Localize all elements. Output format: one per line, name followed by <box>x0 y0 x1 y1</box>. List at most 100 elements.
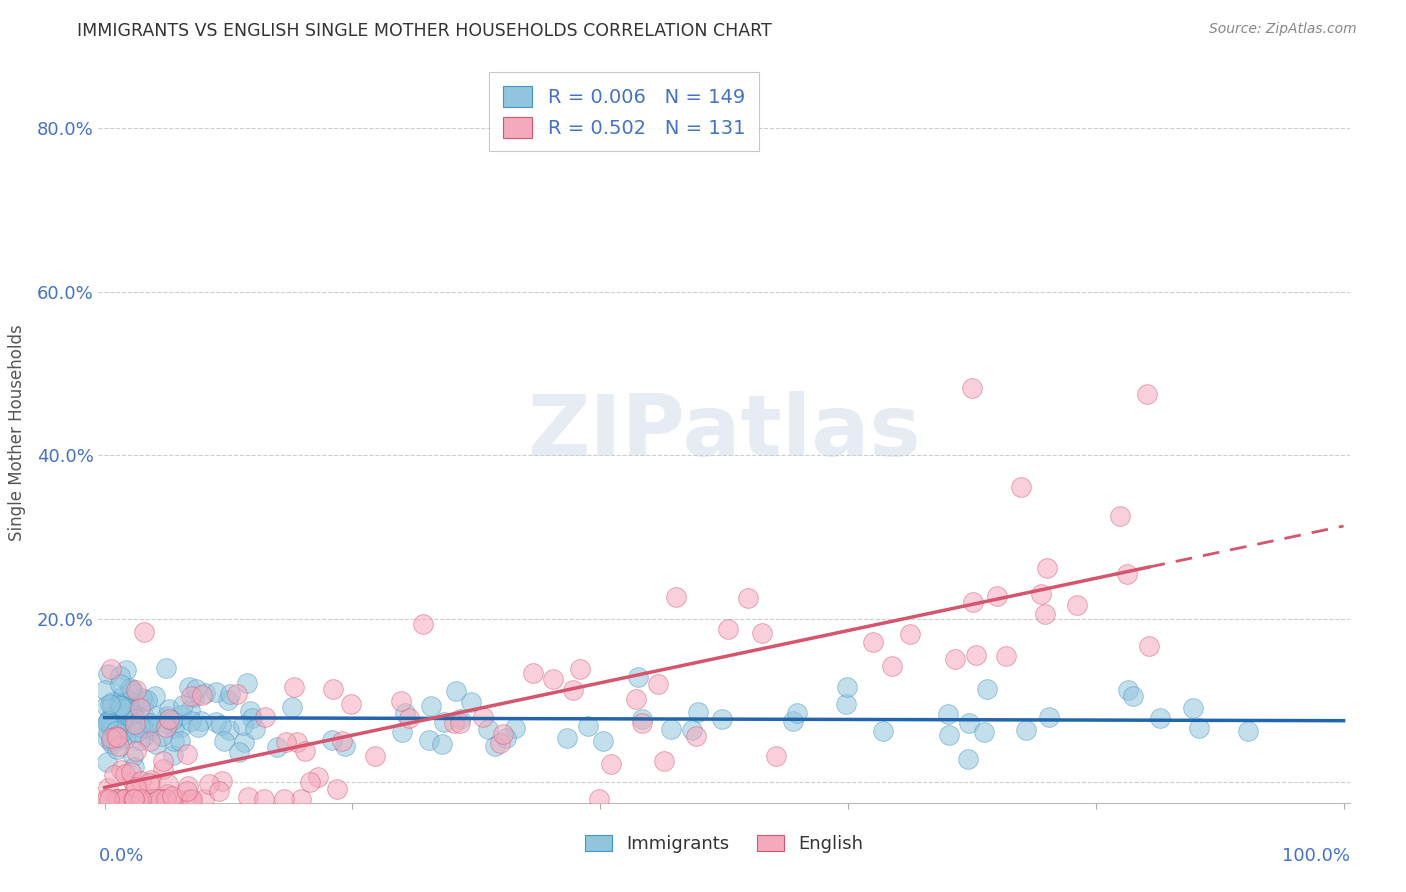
Point <box>449 712 471 726</box>
Point <box>266 739 288 754</box>
Point <box>141 791 163 805</box>
Point <box>232 735 254 749</box>
Text: Source: ZipAtlas.com: Source: ZipAtlas.com <box>1209 22 1357 37</box>
Point <box>139 791 162 805</box>
Point <box>420 698 443 713</box>
Point <box>239 704 262 718</box>
Point <box>96 714 118 729</box>
Point <box>112 690 135 705</box>
Point <box>132 625 155 640</box>
Point <box>228 746 250 760</box>
Point <box>541 672 564 686</box>
Point <box>444 684 467 698</box>
Point <box>105 741 128 756</box>
Point <box>226 687 249 701</box>
Point <box>124 781 146 796</box>
Text: IMMIGRANTS VS ENGLISH SINGLE MOTHER HOUSEHOLDS CORRELATION CHART: IMMIGRANTS VS ENGLISH SINGLE MOTHER HOUS… <box>77 22 772 40</box>
Point <box>432 737 454 751</box>
Point <box>114 732 136 747</box>
Point <box>157 702 180 716</box>
Point <box>484 739 506 753</box>
Point <box>957 716 980 731</box>
Point <box>588 791 610 805</box>
Point <box>169 734 191 748</box>
Point <box>652 754 675 768</box>
Point <box>245 722 267 736</box>
Point <box>443 715 465 730</box>
Point <box>962 595 984 609</box>
Point <box>217 693 239 707</box>
Point <box>290 791 312 805</box>
Point <box>204 685 226 699</box>
Point <box>104 723 127 738</box>
Point <box>115 791 138 805</box>
Point <box>1116 566 1139 581</box>
Point <box>143 689 166 703</box>
Point <box>737 591 759 606</box>
Point <box>460 696 482 710</box>
Point <box>138 723 160 737</box>
Point <box>122 791 145 805</box>
Point <box>976 682 998 697</box>
Point <box>121 683 143 698</box>
Point <box>132 791 155 805</box>
Point <box>131 791 153 805</box>
Point <box>150 791 173 805</box>
Point <box>103 731 125 746</box>
Point <box>101 695 124 709</box>
Point <box>522 665 544 680</box>
Point <box>155 720 177 734</box>
Point <box>176 747 198 761</box>
Point <box>186 681 208 696</box>
Point <box>294 744 316 758</box>
Point <box>681 723 703 737</box>
Point <box>283 681 305 695</box>
Point <box>218 723 240 737</box>
Point <box>121 682 143 697</box>
Point <box>765 749 787 764</box>
Point <box>156 709 179 723</box>
Point <box>162 734 184 748</box>
Point <box>105 791 128 805</box>
Point <box>115 712 138 726</box>
Point <box>125 780 148 794</box>
Point <box>492 727 515 741</box>
Point <box>631 716 654 731</box>
Point <box>100 662 122 676</box>
Point <box>176 784 198 798</box>
Point <box>118 791 141 805</box>
Point <box>101 737 124 751</box>
Point <box>131 691 153 706</box>
Point <box>125 743 148 757</box>
Point <box>107 717 129 731</box>
Point <box>145 737 167 751</box>
Point <box>132 721 155 735</box>
Point <box>321 733 343 747</box>
Point <box>232 718 254 732</box>
Point <box>180 714 202 729</box>
Point <box>157 777 180 791</box>
Point <box>162 748 184 763</box>
Point <box>146 791 169 805</box>
Point <box>120 681 142 695</box>
Point <box>862 635 884 649</box>
Point <box>187 720 209 734</box>
Point <box>1136 386 1159 401</box>
Point <box>218 687 240 701</box>
Point <box>98 791 121 805</box>
Point <box>103 712 125 726</box>
Point <box>973 725 995 739</box>
Point <box>1066 598 1088 612</box>
Point <box>112 701 135 715</box>
Point <box>108 677 131 691</box>
Point <box>112 791 135 805</box>
Point <box>943 652 966 666</box>
Point <box>340 697 363 711</box>
Text: 0.0%: 0.0% <box>98 847 143 865</box>
Point <box>150 729 173 743</box>
Point <box>364 749 387 764</box>
Point <box>389 693 412 707</box>
Point <box>495 731 517 745</box>
Point <box>107 739 129 753</box>
Point <box>110 698 132 713</box>
